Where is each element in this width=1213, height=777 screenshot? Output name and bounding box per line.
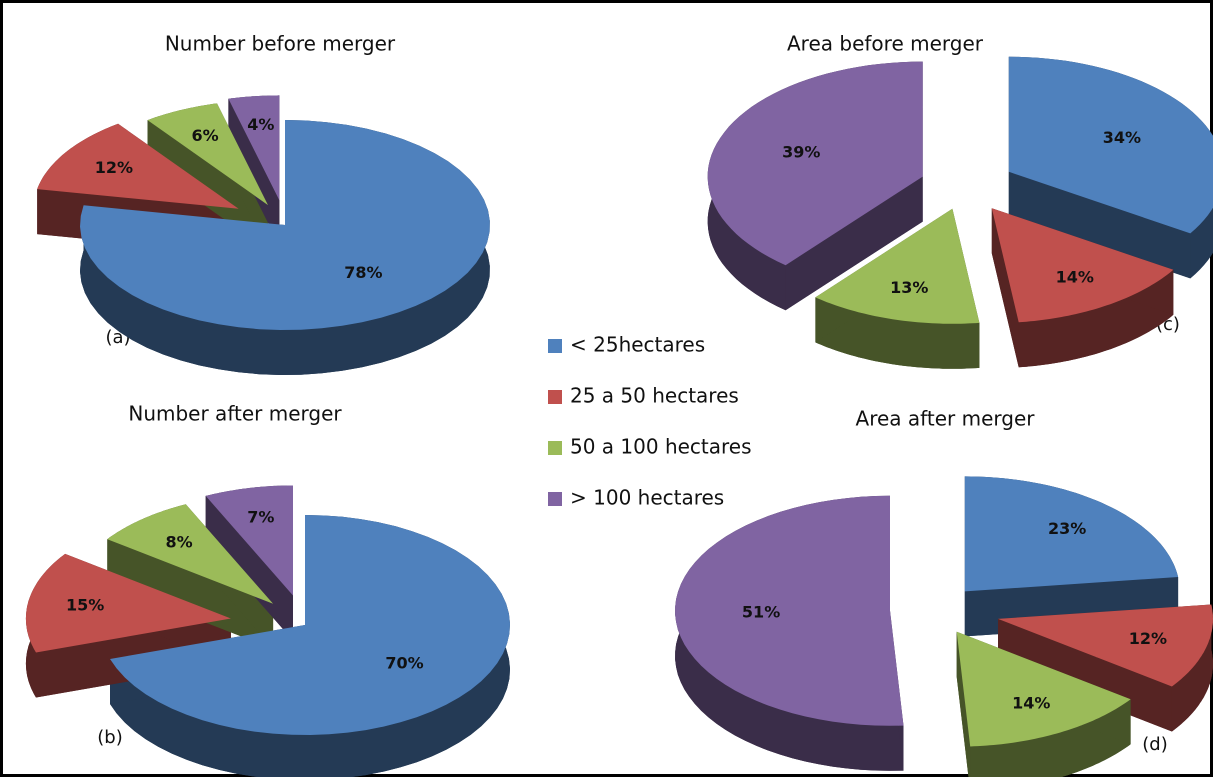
legend-label: 25 a 50 hectares bbox=[570, 384, 739, 408]
slice-side bbox=[228, 98, 280, 246]
value-label: 51% bbox=[742, 602, 780, 621]
slice-side bbox=[991, 208, 1019, 368]
slice-side bbox=[147, 120, 268, 251]
chart-title: Area after merger bbox=[856, 407, 1036, 431]
value-label: 15% bbox=[66, 596, 104, 615]
chart-title: Number after merger bbox=[128, 402, 342, 426]
slice bbox=[228, 95, 280, 201]
slice bbox=[707, 61, 923, 266]
legend-swatch bbox=[548, 339, 562, 353]
value-label: 8% bbox=[165, 532, 192, 551]
value-label: 13% bbox=[890, 278, 928, 297]
value-label: 39% bbox=[782, 143, 820, 162]
legend-label: < 25hectares bbox=[570, 333, 705, 357]
slice-side bbox=[205, 495, 293, 641]
legend-swatch bbox=[548, 441, 562, 455]
slice bbox=[110, 515, 510, 735]
legend-label: > 100 hectares bbox=[570, 486, 724, 510]
chart-title: Number before merger bbox=[165, 32, 396, 56]
slice bbox=[815, 208, 980, 324]
slice bbox=[205, 485, 293, 596]
slice-side bbox=[785, 176, 923, 311]
slice bbox=[37, 123, 239, 209]
value-label: 6% bbox=[192, 126, 219, 145]
slice bbox=[107, 504, 274, 604]
value-label: 12% bbox=[1129, 629, 1167, 648]
value-label: 14% bbox=[1012, 694, 1050, 713]
legend-swatch bbox=[548, 492, 562, 506]
slice-side bbox=[1008, 171, 1191, 279]
slice-side bbox=[970, 699, 1131, 777]
slice bbox=[998, 604, 1213, 687]
value-label: 34% bbox=[1103, 128, 1141, 147]
slice bbox=[991, 208, 1174, 323]
value-label: 4% bbox=[247, 115, 274, 134]
slice-side bbox=[107, 539, 274, 649]
value-label: 23% bbox=[1048, 519, 1086, 538]
slice bbox=[964, 476, 1179, 592]
slice bbox=[147, 103, 268, 206]
slice bbox=[956, 631, 1131, 747]
slice bbox=[675, 495, 904, 726]
value-label: 7% bbox=[247, 508, 274, 527]
legend-swatch bbox=[548, 390, 562, 404]
value-label: 70% bbox=[385, 653, 423, 672]
slice bbox=[25, 553, 231, 653]
legend-label: 50 a 100 hectares bbox=[570, 435, 752, 459]
value-label: 78% bbox=[344, 263, 382, 282]
slice-side bbox=[956, 631, 971, 777]
panel-label: (b) bbox=[97, 727, 122, 748]
slice bbox=[1008, 56, 1213, 234]
chart-title: Area before merger bbox=[787, 32, 984, 56]
slice-side bbox=[1171, 604, 1213, 732]
slice bbox=[80, 120, 490, 330]
panel-label: (d) bbox=[1142, 734, 1167, 755]
value-label: 12% bbox=[95, 158, 133, 177]
value-label: 14% bbox=[1056, 268, 1094, 287]
